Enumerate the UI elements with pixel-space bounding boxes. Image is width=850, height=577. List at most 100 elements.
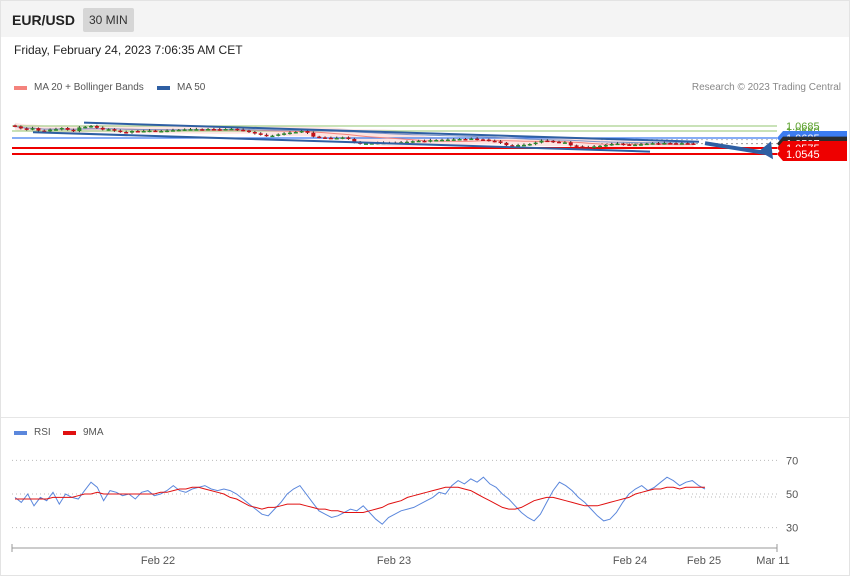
candle-body [135, 131, 140, 133]
candle-body [685, 143, 690, 145]
level-1-0685-label: 1.0685 [786, 121, 820, 133]
legend-ma20: MA 20 + Bollinger Bands [14, 82, 144, 93]
chart-datetime: Friday, February 24, 2023 7:06:35 AM CET [14, 43, 243, 57]
candle-body [662, 143, 667, 145]
candle-body [65, 128, 70, 130]
candle-body [644, 143, 649, 146]
candle-body [621, 143, 626, 146]
candle-body [287, 132, 292, 135]
symbol-title: EUR/USD [12, 12, 76, 28]
candle-body [77, 127, 82, 131]
candle-body [83, 126, 88, 129]
legend-rsi-swatch [14, 430, 27, 435]
candle-body [36, 128, 41, 131]
candle-body [416, 140, 421, 143]
candle-body [451, 139, 456, 141]
candle-body [527, 144, 532, 146]
candle-body [59, 128, 64, 130]
x-tick-label: Feb 22 [141, 555, 175, 567]
candle-body [615, 143, 620, 146]
candle-body [609, 144, 614, 146]
x-tick-label: Mar 11 [756, 555, 789, 567]
candle-body [94, 126, 99, 128]
candle-body [229, 128, 234, 131]
candle-body [539, 140, 544, 143]
candle-body [369, 143, 374, 145]
interval-selector[interactable]: 30 MIN [83, 8, 134, 32]
candle-body [656, 143, 661, 145]
candle-body [498, 141, 503, 143]
chart-credit: Research © 2023 Trading Central [691, 82, 841, 93]
x-tick-label: Feb 23 [377, 555, 411, 567]
candle-body [130, 131, 134, 133]
candle-body [410, 141, 415, 143]
candle-body [241, 129, 246, 132]
candle-body [270, 135, 275, 138]
forecast-arrow-shaft [704, 141, 768, 156]
candle-body [510, 145, 515, 147]
candle-body [521, 144, 526, 147]
candle-body [165, 130, 170, 133]
rsi-tick-label: 30 [786, 523, 798, 535]
candle-body [182, 129, 187, 131]
candle-body [551, 140, 556, 143]
x-tick-label: Feb 24 [613, 555, 647, 567]
candle-body [252, 132, 257, 134]
candle-body [258, 133, 263, 135]
legend-rsi-label: RSI [34, 427, 51, 438]
candle-body [668, 143, 673, 145]
channel-upper-line [83, 121, 700, 143]
candle-body [574, 145, 579, 147]
chart-header: EUR/USD 30 MIN [1, 1, 849, 37]
rsi-tick-label: 50 [786, 489, 798, 501]
candle-body [328, 137, 333, 140]
candle-body [440, 139, 445, 142]
candle-body [305, 131, 310, 133]
candle-body [586, 147, 591, 149]
panel-divider [1, 417, 849, 418]
candle-body [679, 143, 684, 145]
candle-body [492, 140, 497, 143]
candle-body [141, 131, 146, 133]
candle-body [364, 143, 368, 145]
candle-body [235, 128, 240, 131]
candle-body [557, 141, 562, 144]
forecast-arrow-head [759, 141, 773, 160]
candle-body [627, 144, 632, 146]
candle-body [475, 138, 480, 141]
candle-body [469, 138, 474, 141]
candle-body [18, 126, 23, 129]
legend-ma50-label: MA 50 [177, 82, 206, 93]
candle-body [691, 143, 696, 145]
legend-9ma: 9MA [63, 427, 104, 438]
candle-body [24, 128, 29, 130]
candle-body [434, 140, 439, 142]
candle-body [334, 138, 339, 140]
candle-body [340, 137, 345, 139]
candle-body [352, 139, 357, 143]
candle-body [100, 127, 105, 130]
candle-body [562, 142, 567, 144]
legend-ma20-label: MA 20 + Bollinger Bands [34, 82, 144, 93]
candle-body [200, 129, 205, 131]
candle-body [404, 141, 409, 144]
legend-ma50-swatch [157, 85, 170, 90]
candle-body [106, 129, 111, 131]
rsi-tick-label: 70 [786, 455, 798, 467]
candle-body [674, 143, 679, 145]
rsi-9ma-line [15, 486, 705, 513]
candle-body [568, 142, 573, 146]
candle-body [118, 130, 123, 133]
channel-lower-line [32, 131, 651, 153]
candle-body [481, 139, 485, 141]
candle-body [282, 133, 287, 135]
legend-9ma-label: 9MA [83, 427, 104, 438]
candle-body [48, 129, 53, 132]
candle-body [650, 143, 655, 145]
level-1-0545-label: 1.0545 [786, 149, 820, 161]
candle-body [545, 140, 550, 143]
candle-body [71, 129, 76, 132]
candle-body [422, 140, 427, 143]
